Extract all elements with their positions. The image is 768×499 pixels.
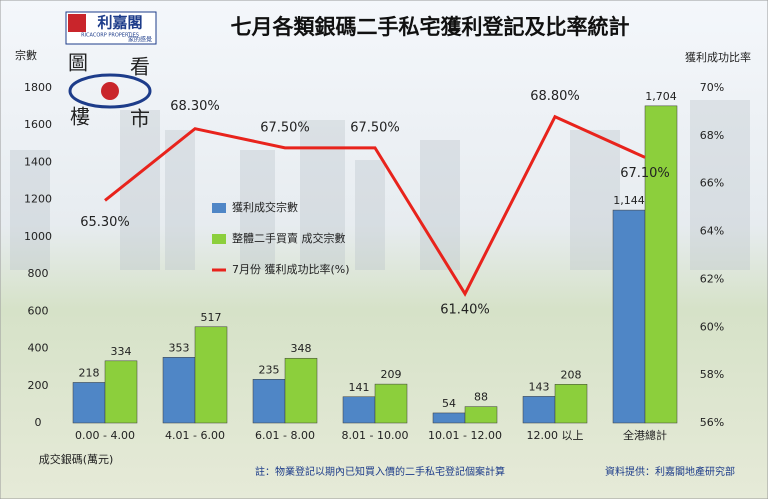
line-value-label: 61.40% [440,302,490,317]
value-label: 54 [442,397,456,410]
bar [72,382,106,424]
bar [612,209,646,424]
line-value-label: 67.50% [350,120,400,135]
y-tick-label: 0 [35,416,42,429]
y-tick-label: 600 [28,304,49,317]
logo-char: 市 [130,107,150,131]
bar [522,396,556,424]
logo-char: 看 [130,55,150,79]
y2-tick-label: 62% [700,272,724,285]
y2-tick-label: 60% [700,320,724,333]
bar [194,326,228,424]
line-value-label: 65.30% [80,215,130,230]
value-label: 235 [259,363,280,376]
y-tick-label: 1000 [24,230,52,243]
y-tick-label: 400 [28,342,49,355]
bar [342,396,376,424]
x-tick-label: 全港總計 [623,428,667,442]
y2-tick-label: 64% [700,225,724,238]
legend-label: 獲利成交宗數 [232,200,298,214]
y-tick-label: 1200 [24,193,52,206]
value-label: 208 [561,368,582,381]
x-tick-label: 6.01 - 8.00 [255,429,315,442]
value-label: 517 [201,311,222,324]
x-tick-label: 4.01 - 6.00 [165,429,225,442]
y-tick-label: 200 [28,379,49,392]
line [104,114,646,297]
bar [252,379,286,424]
y2-tick-label: 58% [700,368,724,381]
x-tick-label: 12.00 以上 [527,429,584,442]
line-value-label: 68.80% [530,89,580,104]
value-label: 218 [79,366,100,379]
x-tick-label: 10.01 - 12.00 [428,429,502,442]
bar [104,360,138,424]
y-tick-label: 800 [28,267,49,280]
x-tick-label: 8.01 - 10.00 [342,429,409,442]
chart-title: 七月各類銀碼二手私宅獲利登記及比率統計 [231,15,630,39]
logo-brand: 利嘉閣 [97,14,142,32]
logo-eye [68,73,152,109]
y-tick-label: 1400 [24,155,52,168]
value-label: 353 [169,341,190,354]
legend-swatch [212,234,226,244]
value-label: 334 [111,345,132,358]
x-axis-label: 成交銀碼(萬元) [39,452,114,466]
line-value-label: 67.10% [620,166,670,181]
buildings [10,100,750,270]
y2-axis-label: 獲利成功比率 [685,50,751,64]
y-axis-label: 宗數 [15,48,37,62]
y2-tick-label: 56% [700,416,724,429]
value-label: 348 [291,342,312,355]
footnote: 註：物業登記以期內已知買入價的二手私宅登記個案計算 [255,465,505,478]
bar [464,406,498,424]
bar [554,384,588,424]
logo-pupil [101,82,119,100]
line-value-label: 68.30% [170,99,220,114]
y2-tick-label: 68% [700,129,724,142]
value-label: 1,144 [613,194,645,207]
bar [644,105,678,424]
legend-swatch [212,203,226,213]
y2-tick-label: 66% [700,177,724,190]
logo-slogan: 家的感覺 [128,36,152,44]
x-tick-label: 0.00 - 4.00 [75,429,135,442]
line-value-label: 67.50% [260,120,310,135]
logo-brand-en: RICACORP PROPERTIES [81,33,139,39]
legend-label: 整體二手買賣 成交宗數 [232,231,346,245]
value-label: 1,704 [645,90,677,103]
logo-char: 圖 [68,51,88,75]
value-label: 209 [381,368,402,381]
legend-label: 7月份 獲利成功比率(%) [232,262,350,276]
logo-char: 樓 [70,105,90,129]
bar [284,357,318,424]
bar [374,383,408,424]
y2-tick-label: 70% [700,81,724,94]
bar [432,412,466,424]
source: 資料提供：利嘉閣地產研究部 [605,465,735,478]
value-label: 143 [529,380,550,393]
value-label: 141 [349,381,370,394]
value-label: 88 [474,391,488,404]
logo-icon [68,14,86,32]
bar [162,357,196,424]
y-tick-label: 1600 [24,118,52,131]
y-tick-label: 1800 [24,81,52,94]
